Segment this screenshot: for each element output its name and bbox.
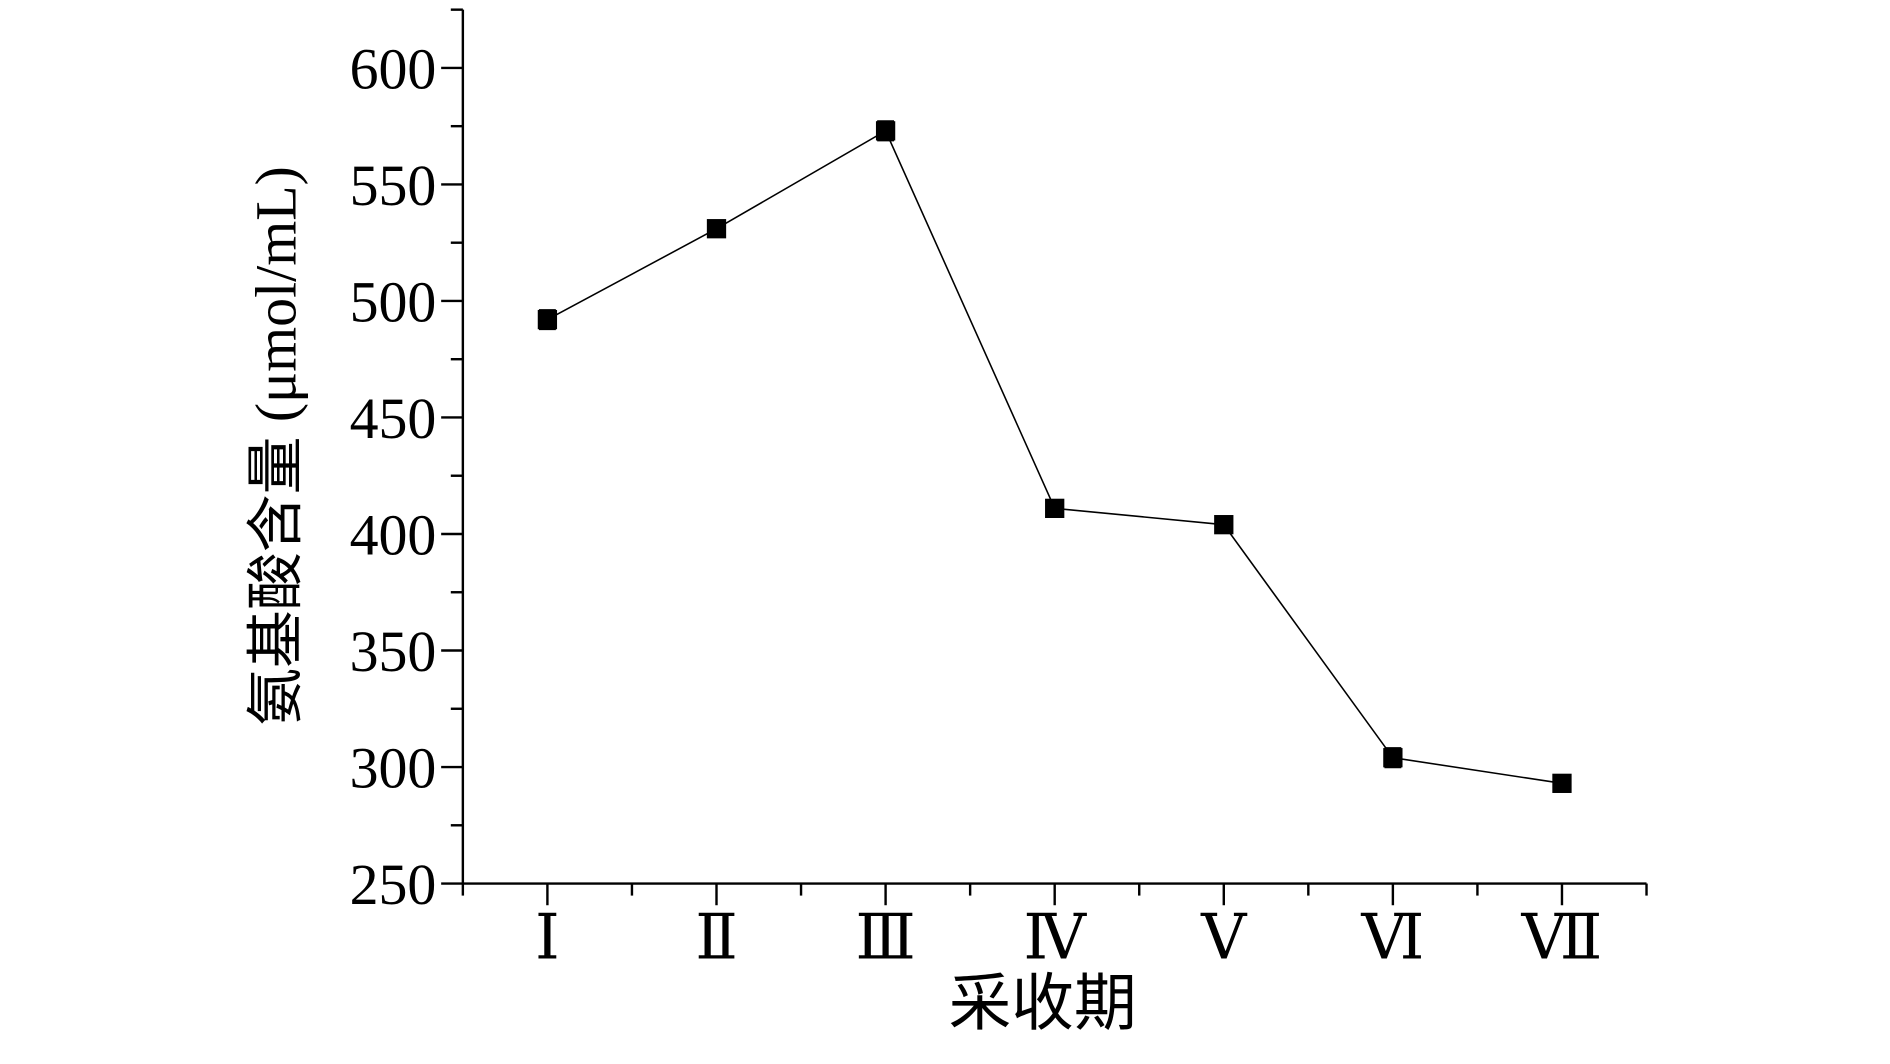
x-tick-label: Ⅶ <box>1521 902 1603 972</box>
y-tick-label: 550 <box>350 153 437 218</box>
x-tick-label: Ⅳ <box>1023 902 1087 972</box>
y-tick-label: 350 <box>350 619 437 684</box>
marker <box>1383 748 1403 768</box>
marker <box>1045 498 1065 518</box>
x-tick-label: Ⅱ <box>695 902 738 972</box>
data-line <box>547 129 1563 785</box>
marker <box>1214 515 1234 535</box>
marker <box>875 121 896 141</box>
marker <box>1552 773 1572 793</box>
x-axis-label: 采收期 <box>949 969 1137 1039</box>
y-tick-label: 400 <box>350 502 437 567</box>
x-tick-label: Ⅲ <box>855 902 915 972</box>
y-tick-label: 600 <box>350 36 437 101</box>
y-tick-label: 300 <box>350 736 437 801</box>
y-tick-label: 250 <box>350 852 437 917</box>
x-tick-label: Ⅰ <box>535 902 560 972</box>
y-axis-label: 氨基酸含量 (μmol/mL) <box>243 166 308 726</box>
marker <box>537 309 558 330</box>
y-tick-label: 450 <box>350 386 437 451</box>
x-tick-label: Ⅴ <box>1200 902 1248 972</box>
y-tick-label: 500 <box>350 269 437 334</box>
marker <box>706 219 727 239</box>
x-tick-label: Ⅵ <box>1360 902 1424 972</box>
